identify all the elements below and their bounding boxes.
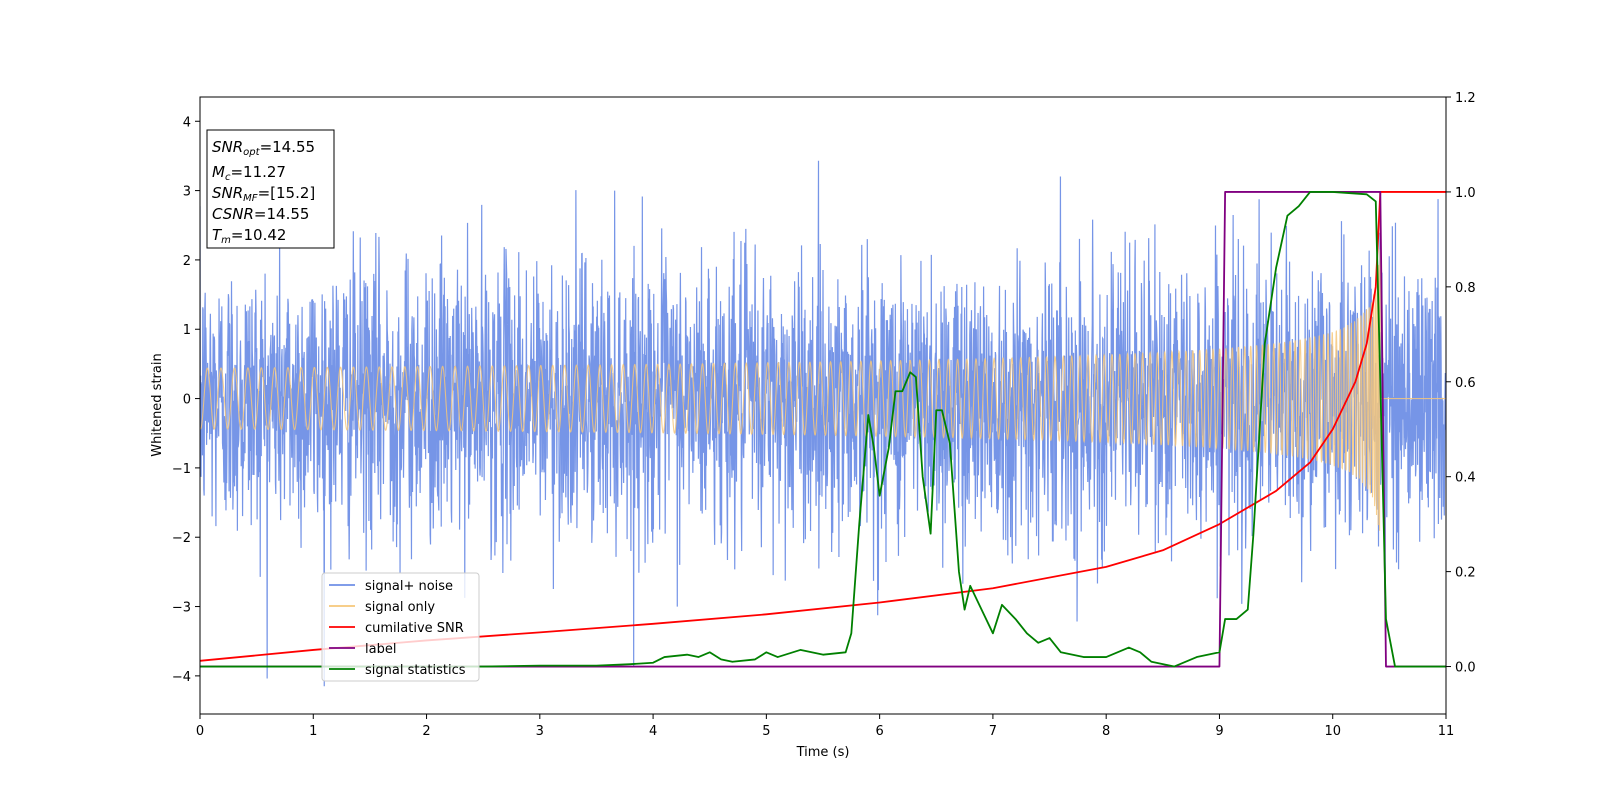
- info-box-frame: [206, 129, 335, 249]
- info-subscript: m: [221, 235, 231, 246]
- legend-item-signal-only: signal only: [329, 600, 435, 615]
- y-tick-label: 4: [183, 115, 191, 130]
- y-tick-label: 0: [183, 393, 191, 408]
- x-tick-label: 10: [1324, 724, 1341, 739]
- y-axis-label: Whitened strain: [150, 353, 165, 456]
- legend-item-cumilative-snr: cumilative SNR: [329, 621, 464, 636]
- x-axis-label: Time (s): [796, 745, 850, 760]
- info-box-entry: Mc=11.27: [212, 163, 286, 183]
- x-axis: 0 1 2 3 4 5 6 7 8 9 10 11: [196, 714, 1454, 739]
- y2-tick-label: 1.2: [1455, 91, 1476, 106]
- x-tick-label: 0: [196, 724, 204, 739]
- y-tick-label: 2: [183, 254, 191, 269]
- y-tick-label: −3: [172, 601, 191, 616]
- x-tick-label: 5: [762, 724, 770, 739]
- info-value: =10.42: [231, 226, 287, 244]
- info-box-entry: Tm=10.42: [212, 226, 286, 246]
- x-tick-label: 2: [422, 724, 430, 739]
- info-symbol: SNR: [212, 138, 243, 156]
- legend: signal+ noise signal only cumilative SNR la…: [321, 572, 480, 682]
- series-signal-statistics: [200, 191, 1446, 668]
- legend-frame: [321, 572, 480, 682]
- y-axis-right: 0.0 0.2 0.4 0.6 0.8 1.0 1.2: [1446, 91, 1476, 676]
- x-tick-label: 6: [875, 724, 883, 739]
- x-tick-label: 1: [309, 724, 317, 739]
- y-tick-label: −2: [172, 531, 191, 546]
- y-tick-label: −4: [172, 670, 191, 685]
- x-tick-label: 4: [649, 724, 657, 739]
- legend-label: signal+ noise: [365, 579, 453, 594]
- y2-tick-label: 0.4: [1455, 471, 1476, 486]
- info-value: =11.27: [230, 163, 286, 181]
- info-box: SNRopt=14.55Mc=11.27SNRMF=[15.2]CSNR=14.…: [206, 129, 335, 249]
- y-tick-label: −1: [172, 462, 191, 477]
- series-cumilative-snr: [200, 191, 1446, 662]
- legend-label: cumilative SNR: [365, 621, 464, 636]
- info-subscript: c: [225, 172, 231, 183]
- legend-item-label: label: [329, 642, 396, 657]
- x-tick-label: 8: [1102, 724, 1110, 739]
- legend-label: label: [365, 642, 396, 657]
- y2-tick-label: 0.0: [1455, 661, 1476, 676]
- legend-label: signal statistics: [365, 663, 466, 678]
- y2-tick-label: 1.0: [1455, 186, 1476, 201]
- info-value: =14.55: [260, 138, 316, 156]
- x-tick-label: 7: [989, 724, 997, 739]
- info-symbol: SNR: [212, 184, 243, 202]
- series-signal-only: [200, 249, 1446, 531]
- y-tick-label: 3: [183, 185, 191, 200]
- info-symbol: T: [212, 226, 223, 244]
- info-box-entry: SNRMF=[15.2]: [212, 184, 315, 204]
- info-subscript: MF: [243, 193, 258, 204]
- series-signal-noise: [200, 160, 1446, 687]
- info-symbol: CSNR: [212, 205, 254, 223]
- y-tick-label: 1: [183, 323, 191, 338]
- info-symbol: M: [212, 163, 225, 181]
- y2-tick-label: 0.6: [1455, 376, 1476, 391]
- legend-item-signal-noise: signal+ noise: [329, 579, 453, 594]
- legend-label: signal only: [365, 600, 435, 615]
- x-tick-label: 9: [1215, 724, 1223, 739]
- info-value: =[15.2]: [258, 184, 316, 202]
- x-tick-label: 11: [1438, 724, 1455, 739]
- series-layer: [200, 160, 1446, 687]
- info-box-entry: CSNR=14.55: [212, 205, 309, 223]
- info-subscript: opt: [243, 147, 260, 158]
- x-tick-label: 3: [536, 724, 544, 739]
- info-value: =14.55: [254, 205, 310, 223]
- legend-item-signal-statistics: signal statistics: [329, 663, 466, 678]
- y-axis-left: −4 −3 −2 −1 0 1 2 3 4: [172, 115, 200, 685]
- info-box-entry: SNRopt=14.55: [212, 138, 315, 158]
- y2-tick-label: 0.2: [1455, 566, 1476, 581]
- y2-tick-label: 0.8: [1455, 281, 1476, 296]
- plot-frame: [199, 96, 1447, 715]
